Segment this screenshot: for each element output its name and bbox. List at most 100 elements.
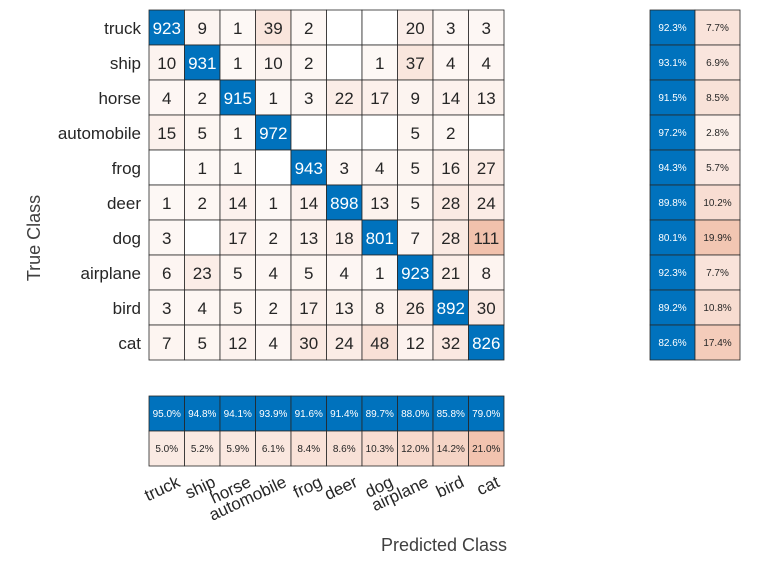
matrix-cell-value: 1 bbox=[198, 159, 207, 178]
col-summary-correct-cell bbox=[219, 395, 256, 432]
row-tick-label: dog bbox=[113, 229, 141, 248]
col-summary-correct-cell bbox=[468, 395, 505, 432]
matrix-cell bbox=[255, 149, 292, 186]
row-summary-correct-cell bbox=[649, 9, 696, 46]
matrix-cell-value: 20 bbox=[406, 19, 425, 38]
matrix-cell-value: 2 bbox=[269, 229, 278, 248]
matrix-cell bbox=[326, 79, 363, 116]
row-summary-incorrect-cell bbox=[694, 149, 741, 186]
matrix-cell-value: 37 bbox=[406, 54, 425, 73]
matrix-cell-value: 2 bbox=[198, 194, 207, 213]
row-summary-correct-label: 92.3% bbox=[658, 268, 686, 279]
matrix-cell-value: 17 bbox=[299, 299, 318, 318]
matrix-cell-value: 13 bbox=[335, 299, 354, 318]
matrix-cell bbox=[397, 289, 434, 326]
matrix-cell bbox=[468, 324, 505, 361]
matrix-cell bbox=[255, 219, 292, 256]
row-summary-correct-label: 89.2% bbox=[658, 303, 686, 314]
matrix-cell bbox=[184, 219, 221, 256]
matrix-cell bbox=[255, 114, 292, 151]
matrix-cell-value: 2 bbox=[446, 124, 455, 143]
col-summary-correct-label: 79.0% bbox=[472, 409, 500, 420]
matrix-cell-value: 1 bbox=[233, 19, 242, 38]
matrix-cell-value: 5 bbox=[411, 159, 420, 178]
matrix-cell bbox=[290, 79, 327, 116]
row-summary-correct-label: 93.1% bbox=[658, 58, 686, 69]
matrix-cell-value: 6 bbox=[162, 264, 171, 283]
matrix-cell-value: 3 bbox=[162, 229, 171, 248]
matrix-cell bbox=[148, 254, 185, 291]
matrix-cell-value: 1 bbox=[269, 194, 278, 213]
matrix-cell-value: 16 bbox=[441, 159, 460, 178]
col-summary-correct-label: 85.8% bbox=[437, 409, 465, 420]
matrix-cell bbox=[184, 44, 221, 81]
col-summary-correct-label: 93.9% bbox=[259, 409, 287, 420]
matrix-cell-value: 8 bbox=[482, 264, 491, 283]
y-axis-title: True Class bbox=[24, 195, 44, 281]
matrix-cell bbox=[219, 289, 256, 326]
matrix-cell-value: 2 bbox=[304, 19, 313, 38]
matrix-cell bbox=[184, 79, 221, 116]
row-summary-correct-label: 97.2% bbox=[658, 128, 686, 139]
row-summary-correct-cell bbox=[649, 149, 696, 186]
column-tick-label: frog bbox=[290, 472, 325, 502]
col-summary-correct-label: 95.0% bbox=[153, 409, 181, 420]
matrix-cell-value: 28 bbox=[441, 194, 460, 213]
matrix-cell-value: 923 bbox=[153, 19, 181, 38]
matrix-cell-value: 13 bbox=[370, 194, 389, 213]
row-summary-incorrect-label: 7.7% bbox=[706, 23, 729, 34]
matrix-cell bbox=[397, 9, 434, 46]
col-summary-correct-label: 91.6% bbox=[295, 409, 323, 420]
matrix-cell-value: 1 bbox=[233, 124, 242, 143]
matrix-cell-value: 8 bbox=[375, 299, 384, 318]
matrix-cell-value: 15 bbox=[157, 124, 176, 143]
matrix-cell-value: 1 bbox=[233, 54, 242, 73]
row-summary-correct-cell bbox=[649, 254, 696, 291]
matrix-cell bbox=[326, 184, 363, 221]
matrix-cell bbox=[219, 324, 256, 361]
row-summary-incorrect-label: 5.7% bbox=[706, 163, 729, 174]
row-tick-label: horse bbox=[98, 89, 141, 108]
matrix-cell bbox=[397, 324, 434, 361]
matrix-cell-value: 24 bbox=[477, 194, 496, 213]
matrix-cell bbox=[290, 219, 327, 256]
row-summary-correct-cell bbox=[649, 79, 696, 116]
row-summary-correct-label: 89.8% bbox=[658, 198, 686, 209]
matrix-cell-value: 5 bbox=[233, 264, 242, 283]
matrix-cell-value: 1 bbox=[233, 159, 242, 178]
matrix-cell bbox=[432, 44, 469, 81]
matrix-cell-value: 826 bbox=[472, 334, 500, 353]
column-tick-label: bird bbox=[433, 472, 467, 501]
matrix-cell bbox=[361, 44, 398, 81]
x-axis-title: Predicted Class bbox=[381, 535, 507, 555]
matrix-cell-value: 7 bbox=[162, 334, 171, 353]
matrix-cell-value: 13 bbox=[477, 89, 496, 108]
column-tick-label: truck bbox=[141, 472, 183, 505]
matrix-cell bbox=[432, 324, 469, 361]
col-summary-correct-label: 94.8% bbox=[188, 409, 216, 420]
col-summary-incorrect-cell bbox=[432, 430, 469, 467]
matrix-cell bbox=[148, 114, 185, 151]
row-summary-incorrect-label: 10.2% bbox=[703, 198, 731, 209]
matrix-cell bbox=[326, 9, 363, 46]
col-summary-incorrect-label: 21.0% bbox=[472, 444, 500, 455]
row-summary-correct-cell bbox=[649, 114, 696, 151]
matrix-cell bbox=[326, 289, 363, 326]
matrix-cell bbox=[184, 289, 221, 326]
matrix-cell bbox=[255, 254, 292, 291]
row-summary-incorrect-cell bbox=[694, 254, 741, 291]
matrix-cell bbox=[148, 149, 185, 186]
matrix-cell-value: 801 bbox=[366, 229, 394, 248]
matrix-cell-value: 26 bbox=[406, 299, 425, 318]
matrix-cell-value: 4 bbox=[198, 299, 207, 318]
matrix-cell bbox=[255, 44, 292, 81]
matrix-cell-value: 24 bbox=[335, 334, 354, 353]
matrix-cell bbox=[361, 254, 398, 291]
row-summary-incorrect-cell bbox=[694, 324, 741, 361]
row-summary-incorrect-cell bbox=[694, 289, 741, 326]
matrix-cell bbox=[184, 184, 221, 221]
matrix-cell bbox=[468, 254, 505, 291]
col-summary-incorrect-cell bbox=[219, 430, 256, 467]
row-tick-label: automobile bbox=[58, 124, 141, 143]
col-summary-incorrect-label: 5.9% bbox=[226, 444, 249, 455]
